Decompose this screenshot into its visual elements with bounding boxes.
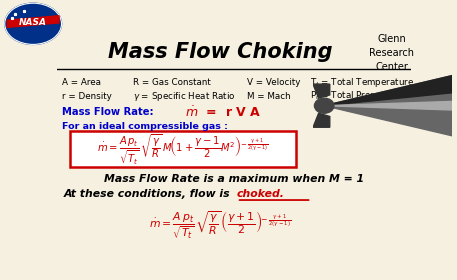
Text: choked.: choked. [237,189,285,199]
Polygon shape [324,76,452,136]
Text: A = Area: A = Area [63,78,101,87]
Text: Mass Flow Rate is a maximum when M = 1: Mass Flow Rate is a maximum when M = 1 [104,174,364,184]
Polygon shape [313,113,330,127]
Circle shape [314,98,334,113]
Text: P$_t$ = Total Pressure: P$_t$ = Total Pressure [310,90,395,102]
Polygon shape [324,76,452,106]
Text: T$_t$ = Total Temperature: T$_t$ = Total Temperature [310,76,415,88]
Text: M = Mach: M = Mach [247,92,290,101]
Polygon shape [7,16,59,27]
Text: V = Velocity: V = Velocity [247,78,300,87]
Text: For an ideal compressible gas :: For an ideal compressible gas : [63,122,228,131]
Text: R = Gas Constant: R = Gas Constant [133,78,211,87]
Text: NASA: NASA [19,18,47,27]
Text: $\dot{m} = \dfrac{A\,p_t}{\sqrt{T_t}}\,\sqrt{\dfrac{\gamma}{R}}\,\left(\dfrac{\g: $\dot{m} = \dfrac{A\,p_t}{\sqrt{T_t}}\,\… [149,209,291,240]
Text: $\dot{m} = \dfrac{A\,p_t}{\sqrt{T_t}}\,\sqrt{\dfrac{\gamma}{R}}\,M\!\left(1+\dfr: $\dot{m} = \dfrac{A\,p_t}{\sqrt{T_t}}\,\… [97,132,269,166]
Polygon shape [313,84,330,98]
Text: Glenn
Research
Center: Glenn Research Center [369,34,414,72]
FancyBboxPatch shape [69,131,296,167]
Circle shape [5,3,62,45]
Text: $\dot{m}$  =  r V A: $\dot{m}$ = r V A [185,105,261,120]
Text: r = Density: r = Density [63,92,112,101]
Text: Mass Flow Rate:: Mass Flow Rate: [63,107,154,117]
Text: Mass Flow Choking: Mass Flow Choking [108,42,332,62]
Polygon shape [324,101,452,110]
Text: At these conditions, flow is: At these conditions, flow is [64,189,234,199]
Text: $\gamma$ = Specific Heat Ratio: $\gamma$ = Specific Heat Ratio [133,90,236,103]
